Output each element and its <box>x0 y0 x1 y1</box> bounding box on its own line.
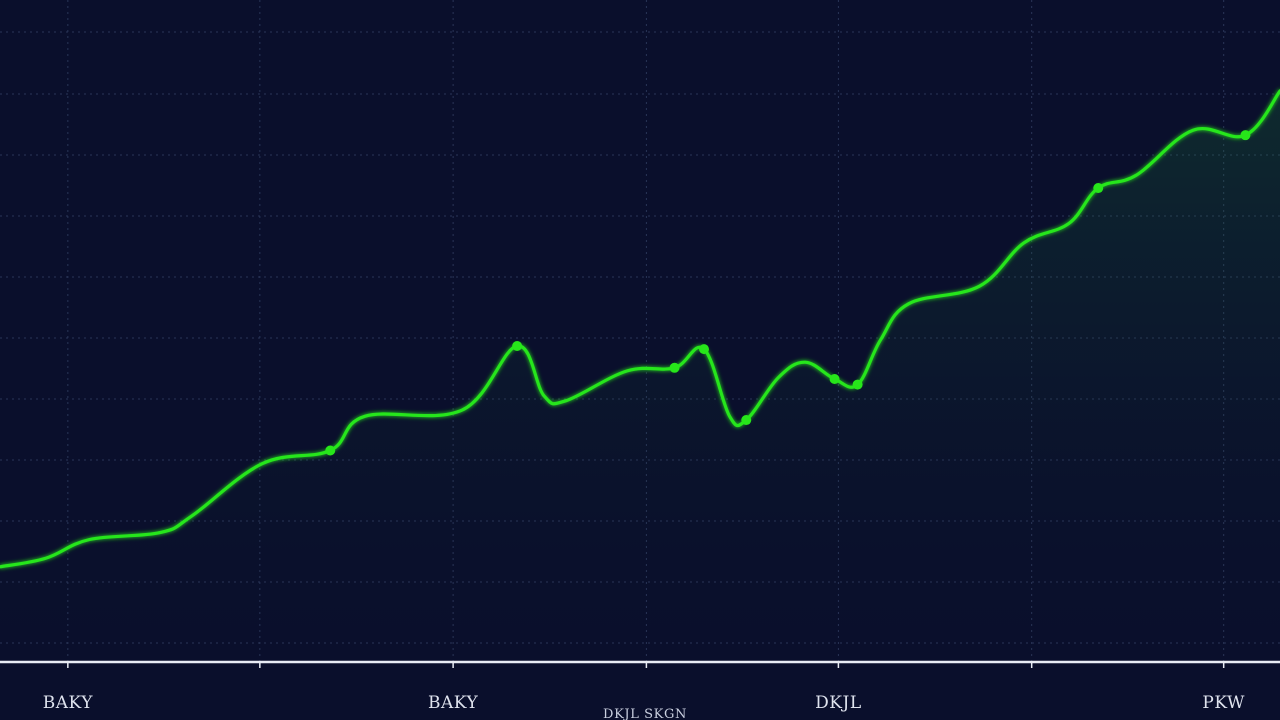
x-tick-label: BAKY <box>428 693 479 713</box>
series-point <box>1093 183 1104 194</box>
series-point <box>669 362 680 373</box>
series-point <box>852 379 863 390</box>
x-tick-label: BAKY <box>43 693 94 713</box>
series-area-fill <box>0 91 1280 662</box>
series-point <box>829 373 840 384</box>
x-tick-labels: BAKY BAKY DKJL PKW <box>43 693 1245 713</box>
x-axis <box>0 660 1280 668</box>
area-fill-layer <box>0 91 1280 662</box>
series-point <box>699 344 709 355</box>
series-point <box>325 445 336 456</box>
series-points <box>325 130 1251 456</box>
series-line-layer <box>0 89 1280 569</box>
series-point <box>1240 130 1251 141</box>
x-tick-label: PKW <box>1202 693 1245 713</box>
series-line <box>0 89 1280 569</box>
x-tick-label: DKJL <box>815 693 861 713</box>
series-point <box>741 415 752 426</box>
series-point <box>512 341 523 352</box>
x-axis-title: DKJL SKGN <box>603 707 687 720</box>
